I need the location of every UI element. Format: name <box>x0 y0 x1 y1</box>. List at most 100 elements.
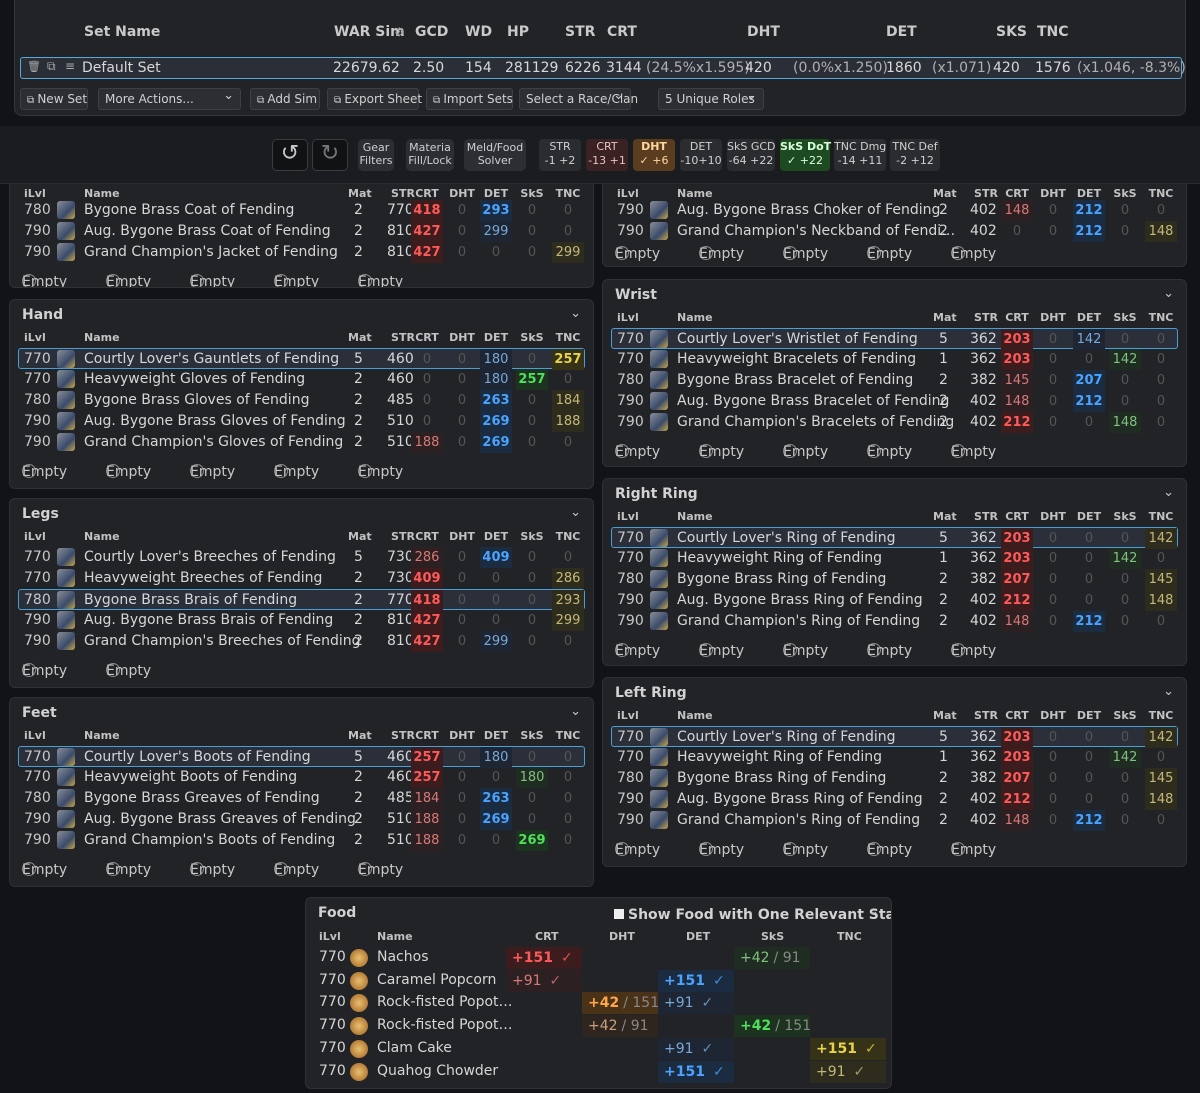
col-dht[interactable]: DHT <box>1040 510 1066 523</box>
table-row[interactable]: 790 Aug. Bygone Brass Brais of Fending 2 81… <box>10 610 593 631</box>
col-mat[interactable]: Mat <box>933 709 957 722</box>
col-tnc[interactable]: TNC <box>1148 311 1174 324</box>
food-col-name[interactable]: Name <box>377 930 413 943</box>
col-crt[interactable]: CRT <box>1005 187 1029 200</box>
col-dht[interactable]: DHT <box>1040 187 1066 200</box>
food-row[interactable]: 770 Rock-fisted Popot… +42/ 91 +42/ 151 <box>306 1015 891 1038</box>
table-row[interactable]: 770 Courtly Lover's Ring of Fending 5 362 20… <box>611 527 1178 549</box>
table-row[interactable]: 790 Aug. Bygone Brass Bracelet of Fending… <box>603 391 1186 412</box>
col-ilvl[interactable]: iLvl <box>24 729 46 742</box>
table-row[interactable]: 780 Bygone Brass Gloves of Fending 2 485 0 0 2… <box>10 390 593 411</box>
table-row[interactable]: 770 Heavyweight Breeches of Fending 2 730 40… <box>10 568 593 589</box>
chevron-down-icon[interactable]: ⌄ <box>570 505 581 520</box>
table-row[interactable]: 780 Bygone Brass Brais of Fending 2 770 418 0… <box>18 589 585 611</box>
col-str[interactable]: STR <box>391 187 415 200</box>
stat-toggle-det[interactable]: DET -10+10 <box>680 139 722 171</box>
col-ilvl[interactable]: iLvl <box>617 709 639 722</box>
table-row[interactable]: 780 Bygone Brass Ring of Fending 2 382 207 0 0… <box>603 569 1186 590</box>
col-ilvl[interactable]: iLvl <box>24 187 46 200</box>
food-col-ilvl[interactable]: iLvl <box>319 930 341 943</box>
gear-filters-button[interactable]: Gear Filters <box>358 139 394 171</box>
chevron-down-icon[interactable]: ⌄ <box>570 704 581 719</box>
table-row[interactable]: 770 Heavyweight Ring of Fending 1 362 203 0 0 1… <box>603 548 1186 569</box>
table-row[interactable]: 780 Bygone Brass Ring of Fending 2 382 207 0 0… <box>603 768 1186 789</box>
col-tnc[interactable]: TNC <box>1148 510 1174 523</box>
table-row[interactable]: 790 Grand Champion's Ring of Fending 2 402 1… <box>603 611 1186 632</box>
col-name[interactable]: Name <box>84 729 120 742</box>
trash-icon[interactable]: 🗑 <box>27 60 41 73</box>
table-row[interactable]: 790 Grand Champion's Neckband of Fendi… 2 4… <box>603 221 1186 242</box>
col-det[interactable]: DET <box>1076 709 1102 722</box>
undo-button[interactable]: ↺ <box>272 139 308 171</box>
table-row[interactable]: 770 Heavyweight Boots of Fending 2 460 257 0 0… <box>10 767 593 788</box>
col-crt[interactable]: CRT <box>1005 311 1029 324</box>
table-row[interactable]: 790 Grand Champion's Bracelets of Fending… <box>603 412 1186 433</box>
col-ilvl[interactable]: iLvl <box>617 187 639 200</box>
col-mat[interactable]: Mat <box>348 530 372 543</box>
col-str[interactable]: STR <box>974 187 998 200</box>
chevron-down-icon[interactable]: ⌄ <box>1163 684 1174 699</box>
race-clan-dropdown[interactable]: Select a Race/Clan ⌄ <box>519 88 638 110</box>
col-name[interactable]: Name <box>84 187 120 200</box>
food-toggle[interactable]: Show Food with One Relevant Stat <box>614 907 891 923</box>
table-row[interactable]: 770 Courtly Lover's Wristlet of Fending 5 3… <box>611 328 1178 350</box>
drag-handle-icon[interactable]: ≡ <box>65 59 76 73</box>
table-row[interactable]: 790 Grand Champion's Jacket of Fending 2 81… <box>10 242 593 263</box>
redo-button[interactable]: ↻ <box>312 139 348 171</box>
table-row[interactable]: 770 Courtly Lover's Boots of Fending 5 460 2… <box>18 746 585 768</box>
col-mat[interactable]: Mat <box>348 729 372 742</box>
stat-toggle-crt[interactable]: CRT -13 +1 <box>586 139 628 171</box>
col-det[interactable]: DET <box>483 331 509 344</box>
col-det[interactable]: DET <box>483 187 509 200</box>
gear-icon[interactable]: ⚙ <box>394 25 405 39</box>
col-ilvl[interactable]: iLvl <box>24 530 46 543</box>
food-row[interactable]: 770 Caramel Popcorn +91 ✓ +151 ✓ <box>306 969 891 992</box>
food-row[interactable]: 770 Quahog Chowder +151 ✓ +91 ✓ <box>306 1060 891 1083</box>
food-col-tnc[interactable]: TNC <box>837 930 862 943</box>
table-row[interactable]: 790 Aug. Bygone Brass Ring of Fending 2 402… <box>603 789 1186 810</box>
table-row[interactable]: 780 Bygone Brass Coat of Fending 2 770 418 0 2… <box>10 200 593 221</box>
meld-food-solver-button[interactable]: Meld/Food Solver <box>464 139 526 171</box>
more-actions-dropdown[interactable]: More Actions... ⌄ <box>98 88 241 110</box>
table-row[interactable]: 770 Courtly Lover's Ring of Fending 5 362 20… <box>611 726 1178 748</box>
col-crt[interactable]: CRT <box>415 331 439 344</box>
col-dht[interactable]: DHT <box>449 530 475 543</box>
col-name[interactable]: Name <box>677 510 713 523</box>
col-tnc[interactable]: TNC <box>555 729 581 742</box>
table-row[interactable]: 790 Grand Champion's Boots of Fending 2 510… <box>10 830 593 851</box>
table-row[interactable]: 780 Bygone Brass Bracelet of Fending 2 382 1… <box>603 370 1186 391</box>
col-name[interactable]: Name <box>677 311 713 324</box>
col-name[interactable]: Name <box>84 530 120 543</box>
set-row-default[interactable]: 🗑 ⧉ ≡ <box>20 57 1182 79</box>
col-str[interactable]: STR <box>391 331 415 344</box>
col-str[interactable]: STR <box>974 709 998 722</box>
col-crt[interactable]: CRT <box>415 729 439 742</box>
stat-toggle-sks-gcd[interactable]: SkS GCD -64 +22 <box>727 139 776 171</box>
food-col-sks[interactable]: SkS <box>761 930 785 943</box>
col-tnc[interactable]: TNC <box>1148 709 1174 722</box>
stat-toggle-sks-dot[interactable]: SkS DoT ✓ +22 <box>780 139 831 171</box>
table-row[interactable]: 780 Bygone Brass Greaves of Fending 2 485 18… <box>10 788 593 809</box>
col-sks[interactable]: SkS <box>1113 311 1137 324</box>
table-row[interactable]: 790 Aug. Bygone Brass Coat of Fending 2 810… <box>10 221 593 242</box>
table-row[interactable]: 770 Courtly Lover's Gauntlets of Fending 5… <box>18 348 585 370</box>
col-det[interactable]: DET <box>1076 510 1102 523</box>
col-sks[interactable]: SkS <box>520 331 544 344</box>
col-tnc[interactable]: TNC <box>555 331 581 344</box>
col-mat[interactable]: Mat <box>933 187 957 200</box>
materia-fill-lock-button[interactable]: Materia Fill/Lock <box>406 139 454 171</box>
col-dht[interactable]: DHT <box>449 729 475 742</box>
chevron-down-icon[interactable]: ⌄ <box>570 306 581 321</box>
col-crt[interactable]: CRT <box>1005 510 1029 523</box>
export-sheet-button[interactable]: ⧉ Export Sheet <box>327 88 422 110</box>
table-row[interactable]: 790 Grand Champion's Breeches of Fending 2… <box>10 631 593 652</box>
col-str[interactable]: STR <box>391 530 415 543</box>
chevron-down-icon[interactable]: ⌄ <box>1163 485 1174 500</box>
col-det[interactable]: DET <box>1076 187 1102 200</box>
add-sim-button[interactable]: ⧉ Add Sim <box>250 88 320 110</box>
stat-toggle-tnc-dmg[interactable]: TNC Dmg -14 +11 <box>834 139 886 171</box>
stat-toggle-str[interactable]: STR -1 +2 <box>539 139 581 171</box>
col-sks[interactable]: SkS <box>1113 187 1137 200</box>
copy-icon[interactable]: ⧉ <box>47 59 56 73</box>
table-row[interactable]: 790 Aug. Bygone Brass Choker of Fending 2 4… <box>603 200 1186 221</box>
